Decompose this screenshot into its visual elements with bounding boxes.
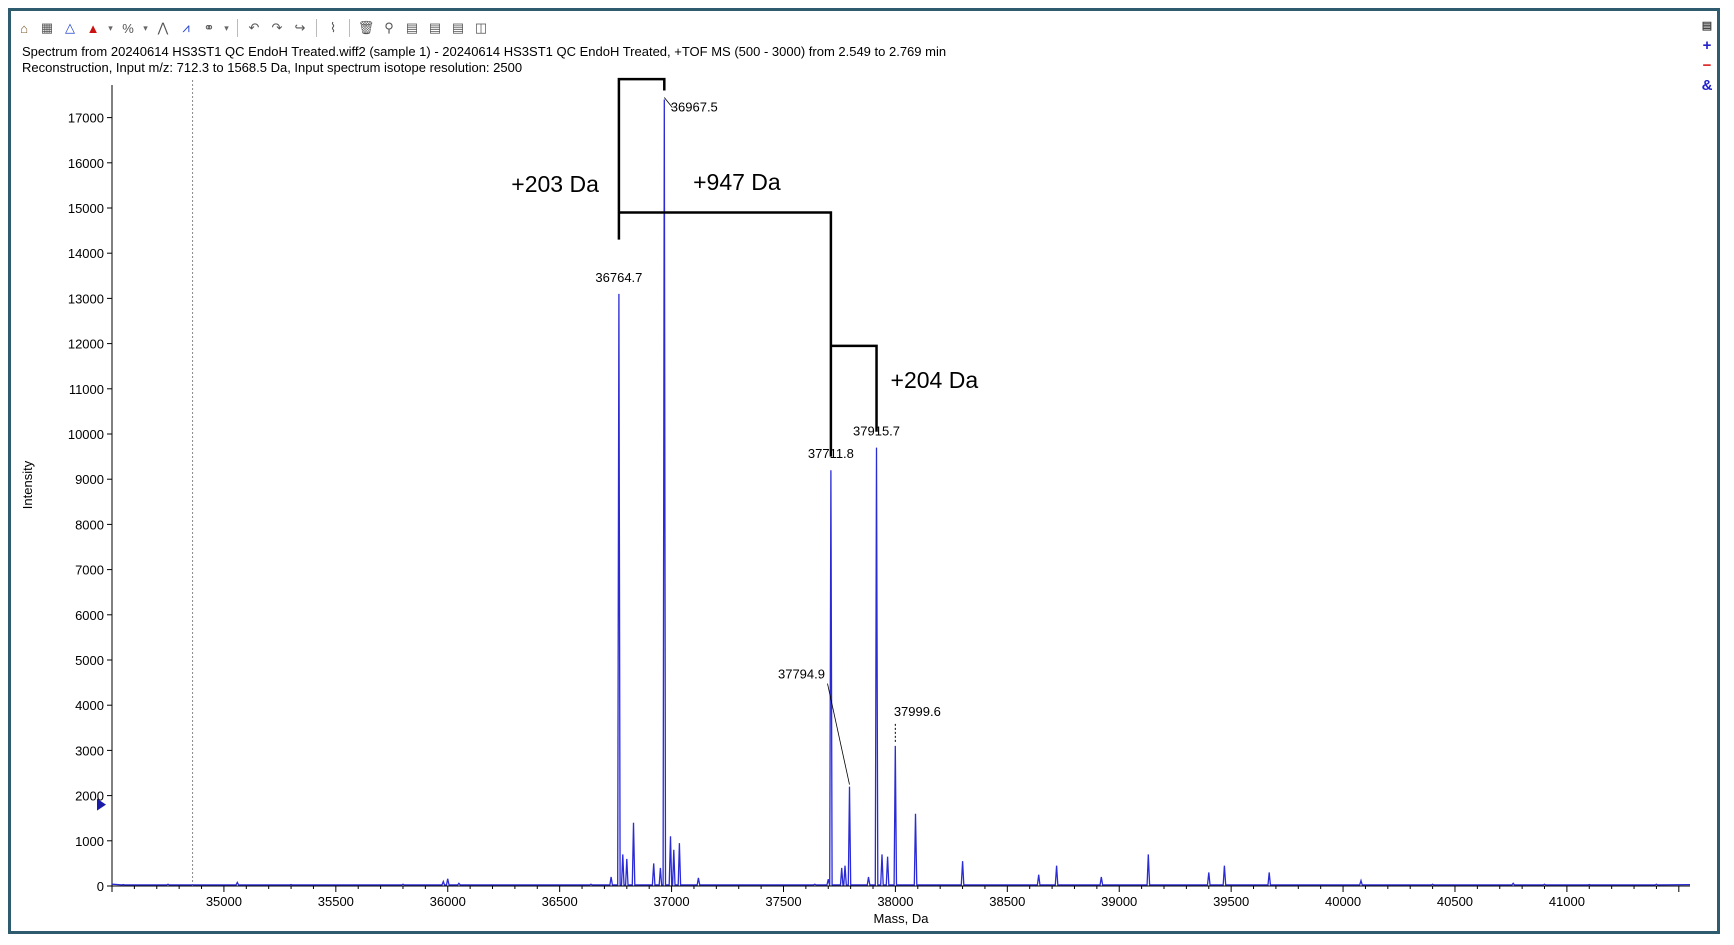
table-icon[interactable]: ▦: [40, 20, 54, 35]
peak-label-icon[interactable]: ⋀: [157, 20, 169, 35]
dropdown-icon[interactable]: ▾: [143, 22, 148, 33]
y-tick-label: 0: [97, 879, 104, 894]
y-tick-label: 6000: [75, 608, 104, 623]
toolbar-separator: [349, 19, 350, 37]
compare-icon[interactable]: ◫: [474, 20, 488, 35]
bracket-947: [618, 211, 833, 457]
y-tick-label: 3000: [75, 743, 104, 758]
peak-label-leader: [663, 97, 673, 108]
spectrum-trace: [111, 99, 1691, 886]
arrow-up-icon[interactable]: ▲: [86, 20, 100, 36]
x-tick-label: 39000: [1101, 894, 1137, 909]
x-tick-label: 35000: [206, 894, 242, 909]
x-tick-label: 38500: [989, 894, 1025, 909]
y-tick-label: 11000: [69, 382, 104, 397]
trash-icon[interactable]: 🗑: [357, 20, 375, 35]
draw-icon[interactable]: △: [65, 20, 75, 35]
zoom-icon[interactable]: ⚲: [384, 20, 394, 35]
x-tick-label: 38000: [877, 894, 913, 909]
annotation-204: +204 Da: [891, 367, 979, 393]
dropdown-icon[interactable]: ▾: [224, 22, 229, 33]
annotation-947: +947 Da: [693, 169, 781, 195]
x-tick-label: 37000: [653, 894, 689, 909]
window-icon[interactable]: ▤: [1701, 19, 1713, 32]
header-line-2: Reconstruction, Input m/z: 712.3 to 1568…: [22, 60, 523, 75]
remove-pane-button[interactable]: −: [1702, 56, 1712, 74]
y-tick-label: 12000: [68, 337, 104, 352]
x-tick-label: 39500: [1213, 894, 1249, 909]
bracket-203: [617, 77, 666, 240]
y-tick-label: 9000: [75, 472, 104, 487]
peak-label: 37794.9: [778, 667, 825, 682]
percent-icon[interactable]: %: [122, 20, 134, 36]
y-tick-label: 10000: [68, 427, 104, 442]
y-tick-label: 4000: [75, 698, 104, 713]
redo-alt-icon[interactable]: ↪: [294, 20, 306, 35]
y-threshold-marker[interactable]: [97, 798, 106, 811]
link-pane-button[interactable]: &: [1701, 76, 1713, 94]
toolbar: ⌂ ▦ △ ▲ ▾% ▾ ⋀ ⩘ ⚭ ▾ ↶ ↷ ↪ ⌇ 🗑 ⚲ ▤ ▤ ▤ ◫: [14, 16, 491, 40]
x-axis-title: Mass, Da: [874, 911, 930, 926]
y-tick-label: 7000: [75, 563, 104, 578]
x-tick-label: 40500: [1437, 894, 1473, 909]
y-tick-label: 14000: [68, 246, 104, 261]
link-icon[interactable]: ⚭: [203, 20, 215, 35]
dropdown-icon[interactable]: ▾: [108, 22, 113, 33]
grid-icon[interactable]: ▤: [428, 20, 442, 35]
home-icon[interactable]: ⌂: [20, 20, 28, 36]
annotation-203: +203 Da: [511, 171, 599, 197]
y-tick-label: 5000: [75, 653, 104, 668]
redo-icon[interactable]: ↷: [271, 20, 283, 35]
x-tick-label: 37500: [765, 894, 801, 909]
grid-icon[interactable]: ▤: [405, 20, 419, 35]
y-tick-label: 15000: [68, 201, 104, 216]
peak-label-leader: [827, 683, 850, 785]
toolbar-separator: [316, 19, 317, 37]
grid-icon[interactable]: ▤: [451, 20, 465, 35]
y-tick-label: 8000: [75, 517, 104, 532]
toolbar-separator: [237, 19, 238, 37]
peak-label: 37999.6: [894, 704, 941, 719]
spectrum-header: Spectrum from 20240614 HS3ST1 QC EndoH T…: [22, 44, 946, 76]
x-tick-label: 36000: [430, 894, 466, 909]
y-tick-label: 2000: [75, 789, 104, 804]
x-tick-label: 36500: [542, 894, 578, 909]
add-pane-button[interactable]: +: [1702, 36, 1712, 54]
x-tick-label: 35500: [318, 894, 354, 909]
x-tick-label: 40000: [1325, 894, 1361, 909]
threshold-icon[interactable]: ⌇: [329, 20, 337, 35]
y-tick-label: 1000: [75, 834, 104, 849]
peak-label: 36967.5: [671, 100, 718, 115]
y-tick-label: 13000: [68, 291, 104, 306]
y-axis-title: Intensity: [20, 460, 35, 509]
bracket-204: [830, 344, 878, 432]
spectrum-window: [8, 8, 1720, 934]
peak-label: 36764.7: [595, 270, 642, 285]
x-tick-label: 41000: [1549, 894, 1585, 909]
y-tick-label: 17000: [68, 111, 104, 126]
spectrum-icon[interactable]: ⩘: [182, 20, 190, 35]
side-tools: ▤ + − &: [1696, 16, 1718, 94]
y-tick-label: 16000: [68, 156, 104, 171]
undo-icon[interactable]: ↶: [248, 20, 260, 35]
header-line-1: Spectrum from 20240614 HS3ST1 QC EndoH T…: [22, 44, 947, 59]
